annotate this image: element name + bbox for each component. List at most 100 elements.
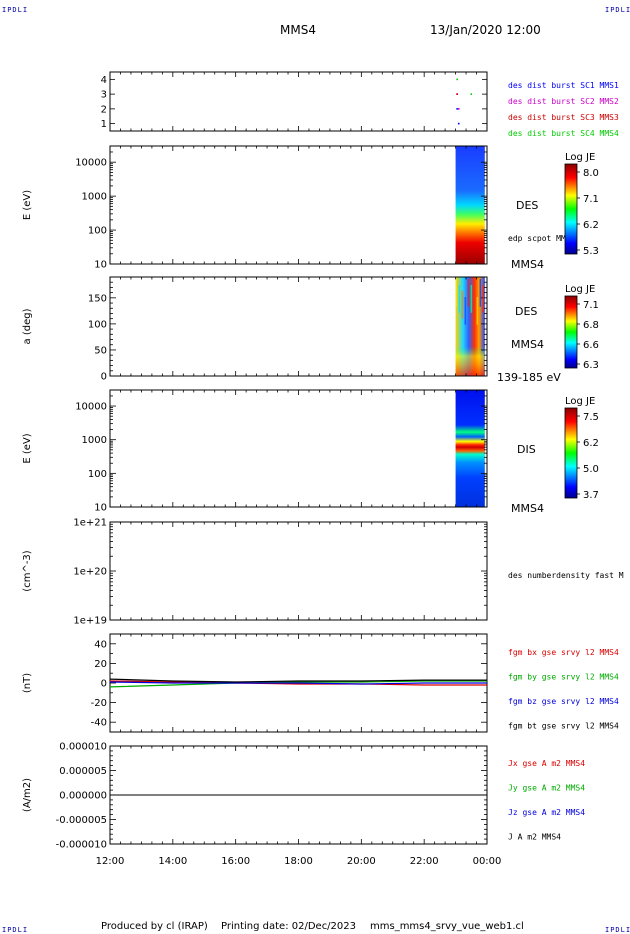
- x-tick-label-4: 20:00: [347, 856, 376, 867]
- colorbar-tick-label-7.1: 7.1: [583, 300, 599, 311]
- panel-1-frame: [109, 71, 488, 132]
- colorbar-tick-label-6.3: 6.3: [583, 360, 599, 371]
- side-label-3-0: DES: [515, 305, 537, 318]
- side-label-3-2: 139-185 eV: [497, 371, 561, 384]
- pitch-angle-streak: [482, 285, 485, 313]
- y-tick-label-1e+21: 1e+21: [73, 518, 107, 529]
- colorbar-tick-label-6.8: 6.8: [583, 320, 599, 331]
- colorbar-tick-label-3.7: 3.7: [583, 490, 599, 501]
- spectrogram-block-4: [455, 390, 485, 507]
- y-axis-label-3: a (deg): [22, 308, 33, 344]
- panels: 1 2 3 4 des dist burst SC1 MMS1 des dist burs…: [22, 71, 624, 867]
- y-tick-label-3: 3: [101, 90, 107, 101]
- panel-3-frame: [109, 276, 488, 377]
- footer-filename: mms_mms4_srvy_vue_web1.cl: [370, 921, 524, 932]
- y-tick-label-10: 10: [94, 260, 107, 271]
- side-label-4-0: DIS: [517, 443, 536, 456]
- y-tick-label-10000: 10000: [75, 402, 107, 413]
- burst-mark-sc1: [456, 108, 458, 110]
- x-tick-label-2: 16:00: [221, 856, 250, 867]
- pitch-angle-streak: [476, 297, 479, 325]
- colorbar-tick-label-7.1: 7.1: [583, 194, 599, 205]
- field-line-3: [109, 681, 487, 685]
- colorbar-tick-label-5.3: 5.3: [583, 246, 599, 257]
- y-tick-label--0.000005: -0.000005: [56, 815, 107, 826]
- side-label-4-1: MMS4: [511, 502, 544, 515]
- burst-mark-sc2: [457, 108, 460, 110]
- pitch-angle-streak: [458, 285, 461, 313]
- y-tick-label-1000: 1000: [82, 192, 107, 203]
- panel-2-frame: [109, 145, 488, 265]
- y-axis-label-5: (cm^-3): [22, 550, 33, 591]
- burst-mark-sc3: [456, 93, 458, 95]
- colorbar-2: [564, 163, 578, 255]
- spectrogram-block-2: [455, 146, 485, 264]
- legend-field-2: fgm by gse srvy l2 MMS4: [508, 673, 619, 682]
- colorbar-tick-label-8.0: 8.0: [583, 168, 599, 179]
- colorbar-tick-label-5.0: 5.0: [583, 464, 599, 475]
- legend-current-2: Jy gse A m2 MMS4: [508, 784, 585, 793]
- pitch-angle-streak: [464, 297, 467, 325]
- legend-field-1: fgm bx gse srvy l2 MMS4: [508, 648, 619, 657]
- y-tick-label-0.000005: 0.000005: [59, 766, 107, 777]
- pitch-angle-streak: [479, 279, 482, 307]
- legend-current-4: J A m2 MMS4: [508, 833, 561, 842]
- y-tick-label-10000: 10000: [75, 158, 107, 169]
- side-label-2-2: MMS4: [511, 258, 544, 271]
- legend-burst-sc3: des dist burst SC3 MMS3: [508, 113, 619, 122]
- y-tick-label-0: 0: [101, 679, 107, 690]
- pitch-angle-streak: [467, 279, 470, 307]
- panel-4-frame: [109, 389, 488, 508]
- colorbar-4: [564, 407, 578, 499]
- side-label-2-1: edp scpot MMS4: [508, 234, 576, 243]
- colorbar-3: [564, 295, 578, 369]
- spacecraft-title: MMS4: [280, 23, 316, 37]
- y-tick-label-10: 10: [94, 503, 107, 514]
- pitch-angle-streak: [470, 285, 473, 313]
- y-tick-label-0.000010: 0.000010: [59, 742, 107, 753]
- legend-density: des numberdensity fast M: [508, 571, 624, 580]
- y-tick-label--40: -40: [91, 718, 107, 729]
- y-tick-label-1e+20: 1e+20: [73, 567, 107, 578]
- field-line-2: [109, 680, 487, 688]
- y-tick-label--20: -20: [91, 698, 107, 709]
- y-tick-label--0.000010: -0.000010: [56, 840, 107, 851]
- x-tick-label-0: 12:00: [96, 856, 125, 867]
- burst-mark-sc4: [456, 78, 458, 81]
- field-line-1: [109, 680, 487, 686]
- side-label-3-1: MMS4: [511, 338, 544, 351]
- colorbar-tick-label-6.6: 6.6: [583, 340, 599, 351]
- y-tick-label-4: 4: [101, 75, 107, 86]
- legend-current-1: Jx gse A m2 MMS4: [508, 759, 585, 768]
- y-tick-label-40: 40: [94, 639, 107, 650]
- y-tick-label-150: 150: [88, 293, 107, 304]
- legend-burst-sc1: des dist burst SC1 MMS1: [508, 81, 619, 90]
- pitch-angle-streak: [473, 291, 476, 319]
- burst-mark-sc4: [470, 93, 473, 95]
- datetime-title: 13/Jan/2020 12:00: [430, 23, 541, 37]
- y-tick-label-1000: 1000: [82, 435, 107, 446]
- colorbar-title-2: Log JE: [565, 152, 595, 163]
- y-tick-label-100: 100: [88, 469, 107, 480]
- y-tick-label-0.000000: 0.000000: [59, 791, 107, 802]
- field-line-4: [109, 678, 487, 683]
- legend-burst-sc4: des dist burst SC4 MMS4: [508, 129, 619, 138]
- corner-label-bottom-left: IPDLI: [2, 926, 28, 934]
- corner-label-top-right: IPDLI: [605, 6, 630, 14]
- pitch-angle-streak: [461, 291, 464, 319]
- y-tick-label-100: 100: [88, 319, 107, 330]
- y-tick-label-50: 50: [94, 345, 107, 356]
- y-tick-label-2: 2: [101, 104, 107, 115]
- y-tick-label-1: 1: [101, 119, 107, 130]
- legend-field-4: fgm bt gse srvy l2 MMS4: [508, 722, 619, 731]
- colorbar-tick-label-6.2: 6.2: [583, 220, 599, 231]
- burst-mark-sc1: [457, 122, 460, 125]
- y-axis-label-4: E (eV): [22, 433, 33, 463]
- x-tick-label-3: 18:00: [284, 856, 313, 867]
- colorbar-tick-label-7.5: 7.5: [583, 412, 599, 423]
- side-label-2-0: DES: [516, 199, 538, 212]
- colorbar-tick-label-6.2: 6.2: [583, 438, 599, 449]
- footer-produced: Produced by cl (IRAP): [101, 921, 208, 932]
- panel-5-frame: [109, 521, 488, 621]
